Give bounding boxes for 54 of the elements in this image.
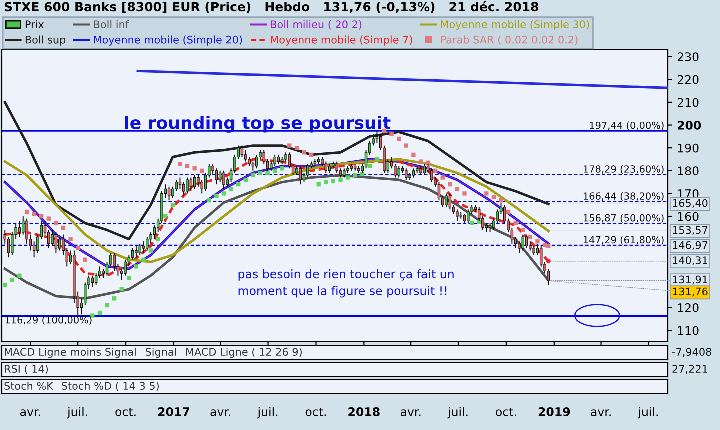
- text: MACD Ligne ( 12 26 9): [186, 348, 302, 358]
- legend-label: Prix: [26, 20, 44, 28]
- y-tick-label: 190: [678, 144, 699, 153]
- x-tick-label: avr.: [210, 410, 230, 416]
- x-tick-label: oct.: [496, 408, 516, 416]
- legend-label: Moyenne mobile (Simple 20): [94, 36, 242, 46]
- y-tick-label: 200: [678, 121, 702, 130]
- annotation: 146,97: [673, 241, 708, 250]
- text: -7,9408: [672, 348, 712, 358]
- annotation: pas besoin de rien toucher ça fait un moment que la figure se poursuit !!: [238, 269, 454, 298]
- ref-line-label: 116,29 (100,00%): [6, 316, 92, 325]
- y-tick-label: 120: [678, 304, 699, 312]
- text: 27,221: [672, 365, 708, 374]
- ref-line-label: 147,29 (61,80%): [584, 236, 664, 245]
- x-tick-label: 2017: [158, 407, 190, 416]
- text: RSI ( 14): [5, 364, 48, 374]
- x-tick-label: oct.: [116, 408, 136, 416]
- x-tick-label: juil.: [448, 407, 468, 419]
- x-tick-label: juil.: [638, 407, 658, 419]
- y-tick-label: 160: [678, 212, 699, 222]
- x-tick-label: oct.: [306, 408, 326, 416]
- y-tick-label: 180: [678, 166, 699, 176]
- x-tick-label: juil.: [67, 407, 88, 419]
- legend-label: Boll milieu ( 20 2): [271, 20, 362, 30]
- legend-label: Parab SAR ( 0.02 0.02 0.2): [441, 36, 578, 46]
- text: Signal: [146, 348, 176, 358]
- legend-label: Boll sup: [26, 36, 66, 46]
- ref-line-label: 178,29 (23,60%): [584, 165, 664, 174]
- text: Stoch %D ( 14 3 5): [62, 382, 159, 392]
- legend-label: Boll inf: [94, 20, 130, 29]
- legend-label: Moyenne mobile (Simple 30): [441, 20, 590, 31]
- annotation: 131,76: [673, 288, 708, 297]
- ref-line-label: 156,87 (50,00%): [584, 214, 664, 223]
- x-tick-label: avr.: [20, 410, 40, 416]
- text: MACD Ligne moins Signal: [5, 348, 136, 358]
- y-tick-label: 230: [678, 52, 699, 62]
- annotation: le rounding top se poursuit: [125, 116, 391, 133]
- y-tick-label: 220: [678, 75, 699, 84]
- ref-line-label: 197,44 (0,00%): [590, 122, 664, 130]
- annotation: 153,57: [673, 226, 708, 236]
- annotation: 131,91: [673, 276, 708, 285]
- x-tick-label: avr.: [591, 410, 611, 416]
- x-tick-label: 2019: [538, 407, 570, 416]
- y-tick-label: 210: [678, 98, 699, 108]
- chart-title: STXE 600 Banks [8300] EUR (Price) Hebdo 131,76 (-0,13%) 21 déc. 2018: [4, 1, 538, 14]
- legend-label: Moyenne mobile (Simple 7): [271, 36, 412, 46]
- x-tick-label: juil.: [258, 407, 278, 419]
- y-tick-label: 110: [678, 326, 699, 336]
- annotation: 165,40: [673, 199, 708, 208]
- x-tick-label: 2018: [348, 407, 380, 416]
- annotation: 140,31: [673, 256, 708, 266]
- ref-line-label: 166,44 (38,20%): [584, 192, 664, 202]
- x-tick-label: avr.: [400, 410, 421, 416]
- text: Stoch %K: [4, 382, 54, 390]
